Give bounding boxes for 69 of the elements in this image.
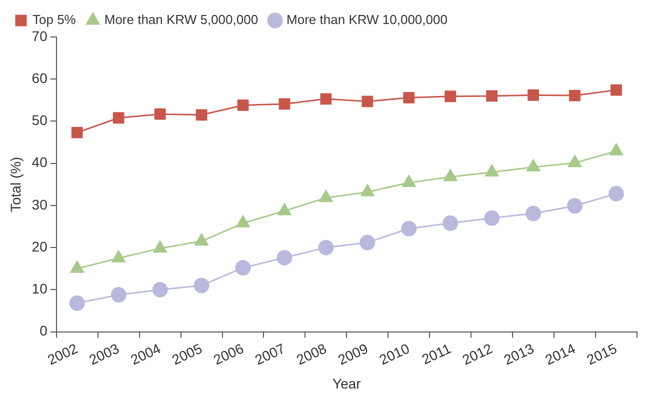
x-tick-label: 2003 <box>86 340 122 368</box>
point <box>278 203 292 216</box>
legend-label: More than KRW 5,000,000 <box>104 12 258 28</box>
point <box>318 240 334 256</box>
y-tick-label: 10 <box>32 280 48 297</box>
y-tick-label: 60 <box>32 70 48 86</box>
point <box>485 164 499 176</box>
point <box>110 287 126 302</box>
point <box>403 92 415 104</box>
point <box>320 93 332 105</box>
x-tick-label: 2015 <box>584 340 620 368</box>
x-tick-label: 2005 <box>169 340 205 368</box>
point <box>526 206 542 222</box>
x-axis-title: Year <box>332 375 362 392</box>
point <box>70 260 84 273</box>
x-tick-label: 2014 <box>542 340 578 368</box>
legend-label: More than KRW 10,000,000 <box>286 12 448 28</box>
y-tick-label: 0 <box>40 322 48 339</box>
x-tick-label: 2012 <box>460 340 495 368</box>
point <box>567 198 583 214</box>
point <box>69 295 85 311</box>
y-tick-label: 40 <box>32 154 48 170</box>
point <box>196 109 208 121</box>
point <box>278 98 290 110</box>
y-tick-label: 50 <box>32 112 48 128</box>
point <box>569 90 580 102</box>
point <box>71 126 83 138</box>
point <box>112 250 126 262</box>
x-tick-label: 2002 <box>45 340 80 368</box>
x-tick-label: 2011 <box>419 340 454 368</box>
y-axis-title: Total (%) <box>7 156 24 212</box>
point <box>362 96 374 108</box>
x-tick-label: 2013 <box>501 340 536 368</box>
point <box>609 143 624 156</box>
point <box>276 250 292 266</box>
point <box>484 210 500 226</box>
point <box>319 190 333 202</box>
point <box>154 108 166 120</box>
x-tick-label: 2009 <box>335 340 371 368</box>
point <box>486 90 498 102</box>
point <box>360 234 376 250</box>
y-tick-label: 30 <box>32 196 48 212</box>
x-tick-label: 2007 <box>252 340 288 368</box>
point <box>237 100 249 111</box>
point <box>236 215 250 228</box>
point <box>568 155 582 168</box>
point <box>360 184 374 196</box>
point <box>112 112 124 124</box>
y-tick-label: 20 <box>32 238 48 254</box>
x-tick-label: 2010 <box>376 340 412 368</box>
point <box>194 234 208 246</box>
legend-label: Top 5% <box>32 12 76 28</box>
point <box>528 89 540 101</box>
point <box>444 169 458 182</box>
y-tick-label: 70 <box>32 28 48 44</box>
point <box>608 186 624 202</box>
point <box>153 240 167 253</box>
x-tick-label: 2008 <box>294 340 330 368</box>
point <box>401 220 417 236</box>
point <box>442 215 458 231</box>
point <box>444 90 456 102</box>
point <box>194 278 210 294</box>
point <box>610 84 622 96</box>
point <box>235 260 251 276</box>
x-tick-label: 2004 <box>128 340 164 368</box>
point <box>152 282 168 298</box>
x-tick-label: 2006 <box>210 340 246 368</box>
point <box>526 159 540 172</box>
point <box>402 174 416 187</box>
